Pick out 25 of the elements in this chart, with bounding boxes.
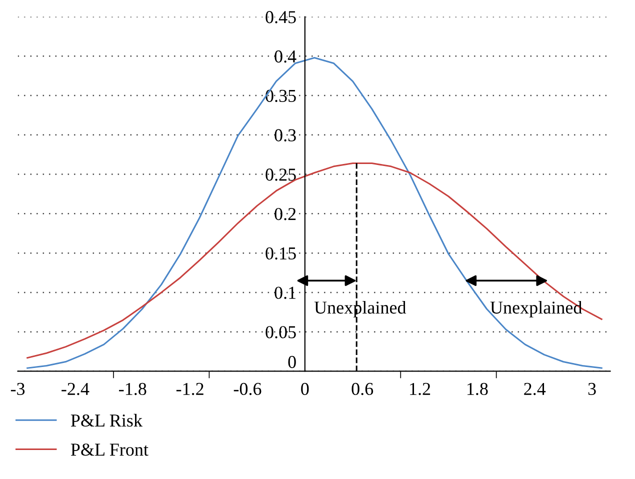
x-tick-label: -3 (10, 382, 25, 396)
x-tick-label: 0 (301, 382, 309, 396)
x-tick-label: 0.6 (352, 382, 374, 396)
y-tick-label: 0.1 (274, 286, 296, 299)
y-tick-label: 0.05 (266, 326, 296, 338)
x-tick-label: -2.4 (62, 382, 90, 396)
y-tick-label: 0.45 (266, 11, 296, 24)
y-tick-label: 0.25 (266, 168, 296, 181)
annotation: Unexplained (490, 301, 582, 318)
x-tick-label: 1.8 (468, 382, 488, 396)
x-tick-label: 2.4 (524, 382, 546, 396)
y-tick-label: 0.3 (274, 129, 296, 142)
annotation: Unexplained (314, 301, 406, 318)
x-tick-label: 1.2 (410, 382, 430, 396)
x-tick-label: 3 (588, 382, 596, 396)
y-tick-label: 0.4 (274, 50, 296, 63)
legend-label: P&L Front (70, 444, 148, 456)
y-tick-label: 0 (288, 356, 296, 368)
x-tick-label: -1.2 (176, 382, 204, 396)
x-tick-label: -0.6 (234, 382, 262, 396)
x-tick-label: -1.8 (119, 382, 146, 396)
y-tick-label: 0.35 (266, 90, 296, 102)
y-tick-label: 0.15 (266, 247, 296, 260)
legend-label: P&L Risk (70, 414, 142, 427)
y-tick-label: 0.2 (274, 208, 296, 220)
